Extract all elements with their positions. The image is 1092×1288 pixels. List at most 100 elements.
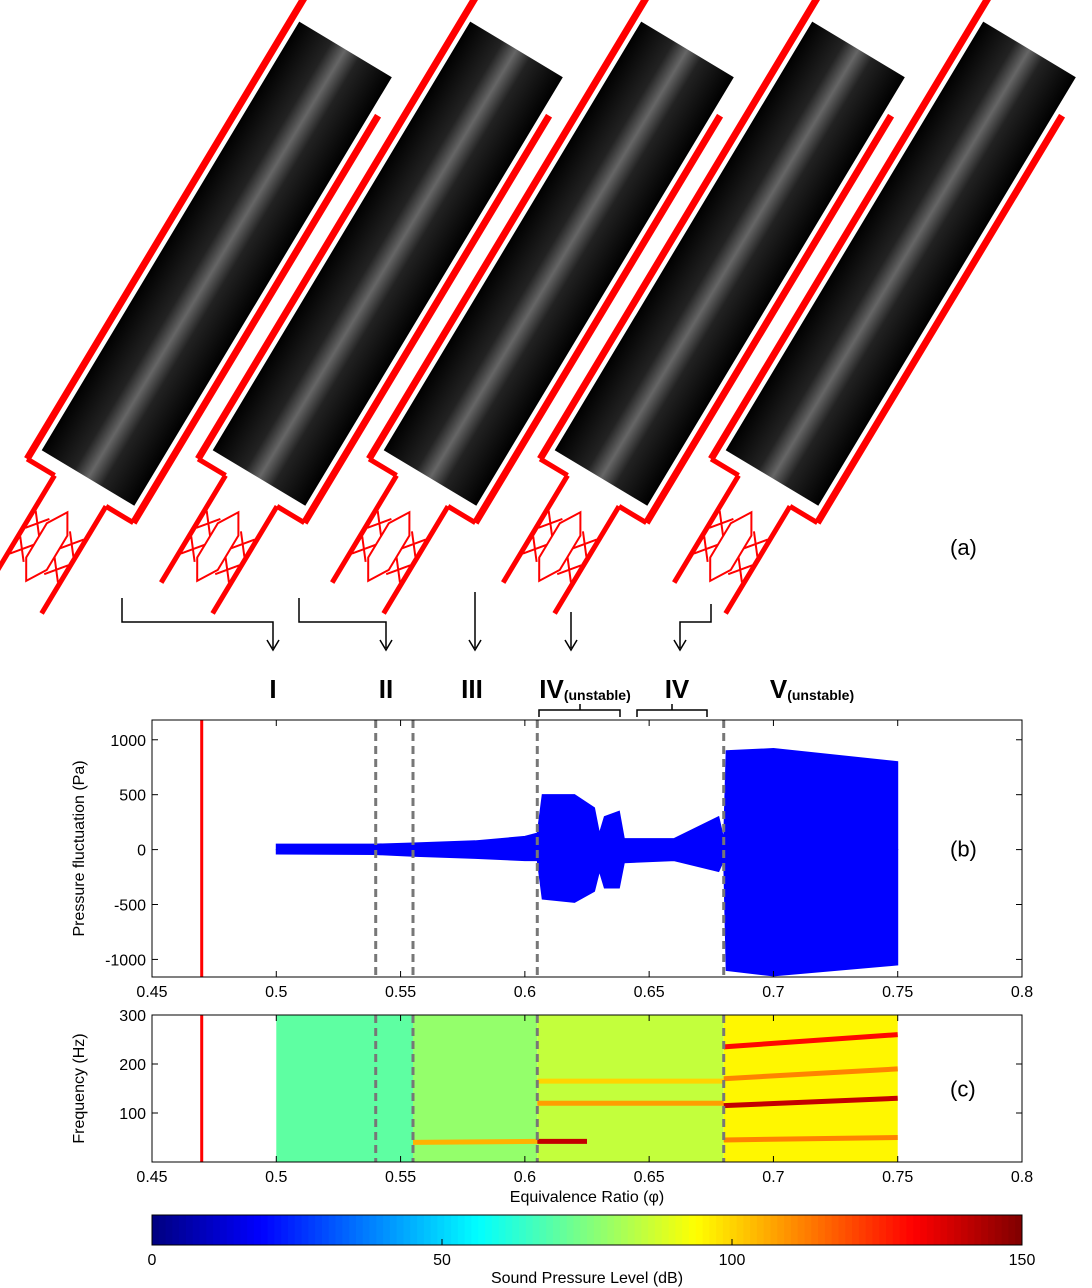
colorbar-cell xyxy=(321,1215,330,1245)
colorbar-cell xyxy=(790,1215,799,1245)
colorbar-cell xyxy=(661,1215,670,1245)
colorbar-cell xyxy=(260,1215,269,1245)
colorbar-cell xyxy=(389,1215,398,1245)
colorbar-cell xyxy=(519,1215,527,1245)
colorbar-cell xyxy=(777,1215,785,1245)
colorbar-cell xyxy=(614,1215,622,1245)
x-tick-label: 0.45 xyxy=(136,1169,167,1186)
regime-label: II xyxy=(379,674,393,704)
colorbar-cell xyxy=(654,1215,663,1245)
colorbar-cell xyxy=(287,1215,296,1245)
colorbar-cell xyxy=(600,1215,608,1245)
colorbar-cell xyxy=(185,1215,194,1245)
colorbar-cell xyxy=(328,1215,337,1245)
colorbar-cell xyxy=(858,1215,867,1245)
axes-frame xyxy=(151,1014,1023,1163)
colorbar-cell xyxy=(620,1215,629,1245)
colorbar-cell xyxy=(974,1215,982,1245)
regime-numeral: V xyxy=(770,674,788,704)
colorbar-cell xyxy=(818,1215,826,1245)
colorbar-cell xyxy=(886,1215,894,1245)
colorbar-cell xyxy=(274,1215,282,1245)
colorbar-cell xyxy=(981,1215,989,1245)
colorbar-cell xyxy=(797,1215,805,1245)
colorbar-tick-label: 100 xyxy=(719,1252,746,1269)
colorbar-cell xyxy=(301,1215,309,1245)
colorbar-cell xyxy=(532,1215,540,1245)
regime-numeral: III xyxy=(461,674,483,704)
colorbar-tick-label: 150 xyxy=(1009,1252,1036,1269)
colorbar-cell xyxy=(920,1215,928,1245)
colorbar-cell xyxy=(213,1215,221,1245)
colorbar-cell xyxy=(763,1215,772,1245)
colorbar-cell xyxy=(716,1215,724,1245)
colorbar-cell xyxy=(253,1215,262,1245)
colorbar-cell xyxy=(437,1215,445,1245)
colorbar-cell xyxy=(587,1215,595,1245)
colorbar-cell xyxy=(396,1215,404,1245)
colorbar-cell xyxy=(233,1215,241,1245)
y-tick-label: 200 xyxy=(119,1057,146,1074)
colorbar-cell xyxy=(988,1215,996,1245)
colorbar-cell xyxy=(607,1215,615,1245)
colorbar-cell xyxy=(485,1215,493,1245)
colorbar-cell xyxy=(152,1215,160,1245)
colorbar-cell xyxy=(512,1215,520,1245)
colorbar-cell xyxy=(498,1215,506,1245)
colorbar-cell xyxy=(743,1215,751,1245)
colorbar-cell xyxy=(199,1215,207,1245)
regime-label: I xyxy=(269,674,276,704)
colorbar-frame xyxy=(151,1214,1023,1246)
colorbar-cell xyxy=(342,1215,350,1245)
axes-frame xyxy=(151,719,1023,978)
colorbar-cell xyxy=(192,1215,201,1245)
colorbar-cell xyxy=(226,1215,235,1245)
regime-numeral: IV xyxy=(539,674,564,704)
colorbar-cell xyxy=(1008,1215,1016,1245)
colorbar-cell xyxy=(417,1215,425,1245)
colorbar-cell xyxy=(539,1215,547,1245)
x-tick-label: 0.75 xyxy=(882,984,913,1001)
colorbar-cell xyxy=(444,1215,452,1245)
spectrogram-tone xyxy=(412,1138,538,1145)
spectrogram-tone xyxy=(723,1032,898,1050)
colorbar-cell xyxy=(491,1215,500,1245)
panel-label: (a) xyxy=(950,535,977,560)
y-tick-label: 0 xyxy=(137,843,146,860)
x-axis-label: Equivalence Ratio (φ) xyxy=(510,1189,664,1206)
x-tick-label: 0.65 xyxy=(634,1169,665,1186)
colorbar-cell xyxy=(165,1215,173,1245)
colorbar-cell xyxy=(865,1215,873,1245)
colorbar-cell xyxy=(770,1215,778,1245)
colorbar-cell xyxy=(505,1215,513,1245)
colorbar-cell xyxy=(308,1215,316,1245)
regime-subscript: (unstable) xyxy=(564,687,631,703)
colorbar-cell xyxy=(464,1215,472,1245)
colorbar-cell xyxy=(967,1215,975,1245)
colorbar-cell xyxy=(240,1215,248,1245)
colorbar-cell xyxy=(546,1215,554,1245)
colorbar-cell xyxy=(926,1215,935,1245)
colorbar-cell xyxy=(281,1215,289,1245)
colorbar-cell xyxy=(838,1215,846,1245)
colorbar-cell xyxy=(457,1215,466,1245)
colorbar-cell xyxy=(899,1215,907,1245)
colorbar-cell xyxy=(675,1215,683,1245)
colorbar-cell xyxy=(940,1215,948,1245)
colorbar-cell xyxy=(294,1215,303,1245)
colorbar-cell xyxy=(471,1215,479,1245)
y-axis-label: Pressure fluctuation (Pa) xyxy=(71,760,88,936)
colorbar-cell xyxy=(709,1215,717,1245)
colorbar-cell xyxy=(172,1215,180,1245)
colorbar-cell xyxy=(892,1215,901,1245)
colorbar-cell xyxy=(756,1215,765,1245)
x-tick-label: 0.75 xyxy=(882,1169,913,1186)
colorbar-cell xyxy=(247,1215,255,1245)
x-tick-label: 0.6 xyxy=(514,984,536,1001)
colorbar-cell xyxy=(784,1215,792,1245)
spectrogram-region xyxy=(413,1015,538,1162)
colorbar-cell xyxy=(383,1215,391,1245)
colorbar-cell xyxy=(994,1215,1003,1245)
colorbar-cell xyxy=(729,1215,738,1245)
